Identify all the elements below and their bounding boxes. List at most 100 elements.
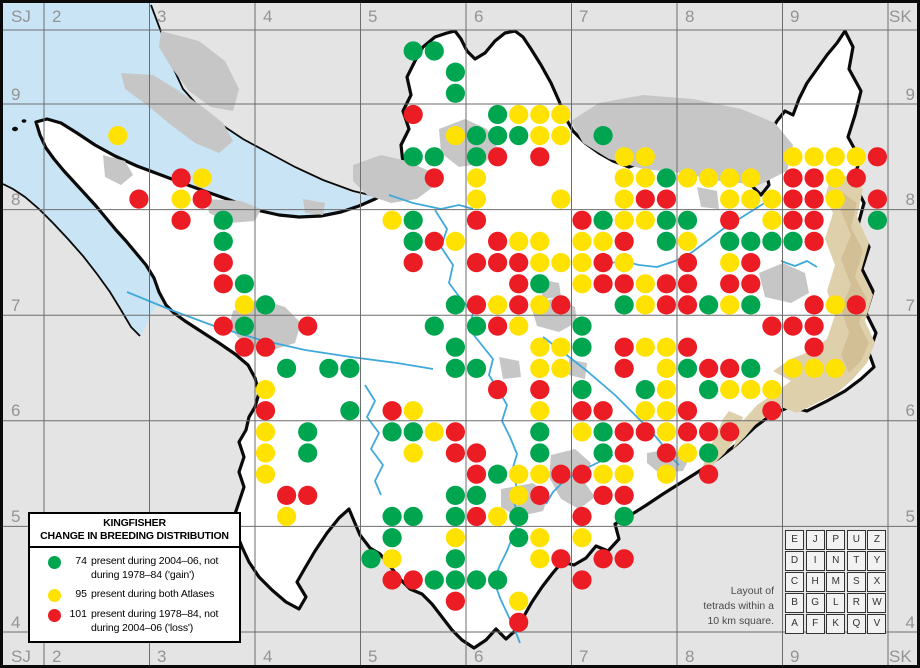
dot-both-atlases [614,147,634,167]
dot-both-atlases [530,358,550,378]
dot-both-atlases [614,464,634,484]
dot-loss [466,295,487,315]
grid-lines [3,3,917,665]
dot-both-atlases [530,464,550,484]
grid-label: 3 [157,647,166,666]
dot-both-atlases [530,549,550,569]
dot-gain [509,126,529,146]
dot-loss [614,443,634,463]
dot-gain [466,316,487,336]
dot-both-atlases [572,274,592,294]
dot-gain [445,83,465,103]
grid-label: 6 [906,401,915,420]
dot-gain [255,295,276,315]
dot-both-atlases [192,168,212,188]
tetrad-cell: I [805,551,825,571]
dot-both-atlases [530,231,550,251]
dot-gain [361,549,381,569]
dot-loss [445,443,465,463]
grid-label: 3 [157,7,166,26]
tetrad-cell: N [826,551,846,571]
dot-both-atlases [804,358,824,378]
dot-gain [593,126,613,146]
dot-gain [509,528,529,548]
dot-both-atlases [551,189,571,209]
legend-item: 74 present during 2004–06, not during 1978… [36,555,233,582]
dot-loss [720,210,740,230]
dot-loss [488,147,508,167]
dot-both-atlases [551,126,571,146]
dot-loss [424,231,444,251]
dot-loss [213,274,233,294]
dot-gain [488,126,508,146]
dot-both-atlases [509,464,529,484]
dot-gain [382,506,402,527]
dot-loss [867,189,888,209]
dot-loss [677,295,698,315]
legend-text: present during both Atlases [91,588,215,600]
tetrad-cell: D [785,551,805,571]
dot-loss [509,612,529,632]
tetrad-cell: P [826,530,846,550]
dot-loss [488,316,508,336]
dot-loss [551,464,571,484]
dot-gain [614,295,634,315]
dot-gain [699,443,719,463]
legend-count: 95 [75,588,87,600]
grid-label: 5 [906,507,915,526]
dot-both-atlases [635,337,655,357]
dot-loss [804,189,824,209]
dot-both-atlases [741,380,761,400]
dot-both-atlases [551,358,571,378]
dot-gain [466,358,487,378]
dot-gain [530,443,550,463]
dot-both-atlases [720,295,740,315]
dot-loss [255,337,276,357]
dot-both-atlases [720,253,740,273]
dot-gain [403,506,423,527]
tetrad-cell: U [846,530,866,550]
dot-loss [614,485,634,505]
dot-both-atlases [551,337,571,357]
tetrad-cell: C [785,572,805,592]
dot-loss [593,274,613,294]
tetrad-cell: Q [846,614,866,634]
grid-label: 4 [263,647,272,666]
dot-loss [466,506,487,527]
dot-loss [656,443,677,463]
legend-count: 101 [69,608,87,620]
tetrad-cell: Z [867,530,887,550]
tetrad-cell: L [826,593,846,613]
dot-both-atlases [530,528,550,548]
dot-both-atlases [635,210,655,230]
dot-loss [509,295,529,315]
dot-gain [741,358,761,378]
dot-both-atlases [825,168,845,188]
dot-loss [593,549,613,569]
dot-both-atlases [720,380,740,400]
dot-loss [720,422,740,442]
dot-loss [298,485,318,505]
dot-gain [234,316,254,336]
dot-loss [572,570,592,590]
dot-both-atlases [234,295,254,315]
islet-icon [12,126,18,132]
dot-loss [488,231,508,251]
dot-gain [867,210,888,230]
dot-both-atlases [677,443,698,463]
dot-gain [445,337,465,357]
tetrad-cell: W [867,593,887,613]
dot-both-atlases [572,422,592,442]
dot-loss [783,168,803,188]
welsh-coastline [3,183,141,337]
tetrad-cell: E [785,530,805,550]
dot-gain [572,380,592,400]
legend-items: 74 present during 2004–06, not during 1978… [28,547,241,643]
dot-gain [466,570,487,590]
tetrad-cell: T [846,551,866,571]
dot-both-atlases [255,380,276,400]
dot-both-atlases [530,104,550,125]
tetrad-cell: X [867,572,887,592]
